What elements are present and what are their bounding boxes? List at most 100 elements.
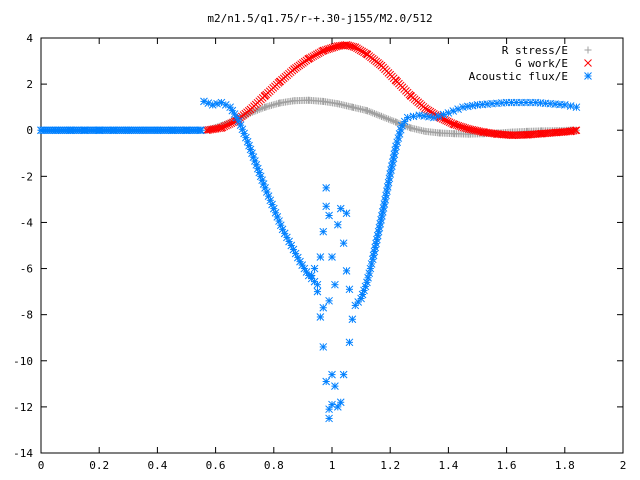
data-point [353,44,361,53]
x-tick-label: 1.4 [438,459,458,472]
data-point [376,112,384,120]
data-point [310,277,319,286]
data-point [331,280,339,289]
data-point [257,105,265,113]
data-point [354,298,363,306]
data-point [285,237,293,246]
data-point [497,99,506,107]
data-point [381,114,389,122]
y-tick-label: -6 [20,263,33,276]
data-point [325,211,333,220]
data-point [526,98,535,107]
data-point [439,110,448,119]
data-point [316,313,325,321]
data-point [571,126,580,135]
data-point [328,253,336,261]
data-point [221,101,230,109]
data-point [311,51,319,60]
x-tick-label: 1 [329,459,336,472]
data-point [425,112,433,121]
data-point [360,48,368,57]
series-1 [203,41,581,140]
data-point [569,126,578,135]
data-point [365,269,374,278]
data-point [369,251,378,260]
series-2 [37,97,581,423]
data-point [370,110,378,118]
data-point [319,343,328,351]
data-point [362,106,370,114]
data-point [364,107,372,115]
data-point [388,117,396,125]
chart-title: m2/n1.5/q1.75/r-+.30-j155/M2.0/512 [207,12,432,25]
data-point [361,282,370,291]
y-tick-label: 0 [26,124,33,137]
y-tick-label: -12 [13,401,33,414]
x-tick-label: 0.4 [147,459,167,472]
data-point [367,260,376,268]
data-point [322,184,331,192]
data-point [316,253,325,261]
data-point [240,129,248,138]
y-tick-label: -4 [20,216,34,229]
data-point [381,195,390,204]
data-point [314,49,323,58]
data-point [259,180,268,188]
data-point [242,133,250,142]
data-point [259,104,267,112]
data-point [541,99,550,108]
data-point [429,113,438,122]
data-point [213,99,221,108]
data-point [358,47,367,56]
data-point [260,103,268,111]
data-point [468,101,477,110]
legend-marker [584,72,592,80]
data-point [405,123,413,131]
data-point [236,121,245,130]
data-point [348,315,357,324]
data-point [391,146,400,155]
data-point [454,105,462,113]
data-point [420,112,429,120]
data-point [373,231,382,240]
data-point [566,102,575,110]
y-tick-label: -14 [13,447,33,460]
x-tick-label: 0.8 [264,459,284,472]
data-point [379,204,388,212]
axis-ticks: 0 0.2 0.4 0.6 0.8 1 1.2 1.4 1.6 1.8 2 4 2 0 -2 -4 -6 -8 -1… [13,32,626,472]
data-point [360,286,368,295]
data-point [309,52,318,61]
legend-label: G work/E [515,57,568,70]
data-point [333,220,342,229]
data-point [268,200,276,209]
x-tick-label: 1.8 [555,459,575,472]
data-point [325,405,333,414]
data-point [342,209,351,218]
data-point [384,115,392,123]
data-point [313,287,322,296]
data-point [379,113,387,121]
data-point [449,107,458,115]
legend-marker [584,46,592,54]
data-point [319,227,328,236]
data-point [363,278,371,287]
data-point [383,114,391,122]
data-point [204,99,213,107]
data-point [512,98,521,107]
data-point [483,100,492,108]
data-point [365,108,373,116]
y-tick-label: 2 [26,78,33,91]
data-point [345,285,354,294]
data-point [364,273,372,282]
data-point [269,204,278,213]
data-point [293,253,302,262]
x-tick-label: 1.6 [497,459,517,472]
data-point [377,112,385,120]
data-point [400,117,409,126]
data-point [374,111,382,119]
data-point [556,100,564,109]
data-point [307,53,316,61]
legend-marker [584,59,592,67]
